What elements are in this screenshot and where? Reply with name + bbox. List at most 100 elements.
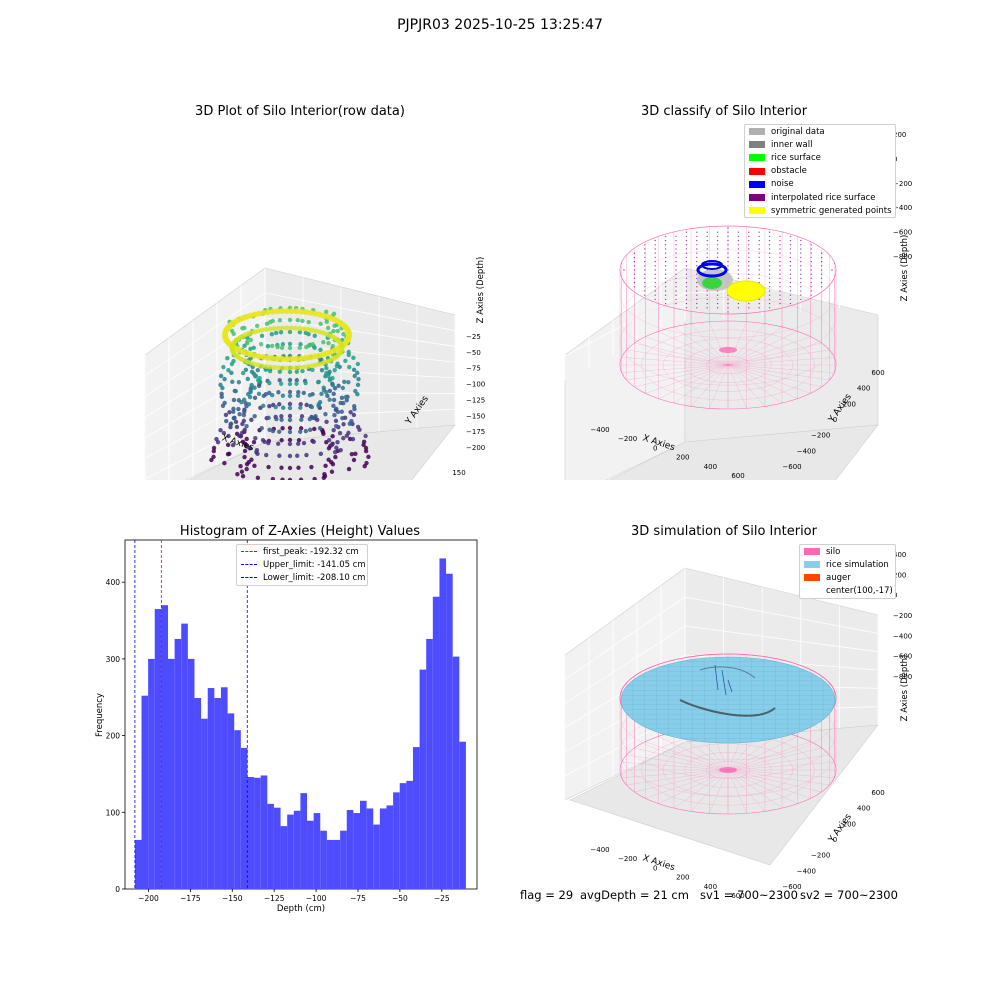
raw-z-tick-label: −150 [466, 412, 485, 420]
raw-point [347, 421, 352, 426]
interpolated-point [696, 307, 698, 309]
raw-point [279, 355, 286, 362]
interpolated-point [758, 281, 760, 284]
symmetric-generated-cluster [726, 280, 766, 302]
raw-point [246, 401, 252, 407]
raw-point [351, 412, 357, 418]
interpolated-point [675, 273, 677, 275]
histogram-bar [240, 747, 248, 889]
raw-point [248, 387, 253, 393]
raw-point [269, 308, 276, 315]
interpolated-point [779, 265, 781, 267]
interpolated-point [800, 269, 802, 271]
grid-line [144, 317, 266, 397]
interpolated-point [820, 260, 823, 263]
legend-label: silo [826, 546, 841, 557]
histogram-bar [326, 839, 334, 889]
histogram-bar [148, 658, 155, 889]
interpolated-point [685, 298, 688, 301]
interpolated-point [716, 235, 719, 238]
raw-point [341, 331, 346, 337]
raw-point [241, 397, 247, 402]
interpolated-point [727, 302, 729, 305]
raw-point [219, 391, 224, 397]
interpolated-point [737, 252, 740, 254]
raw-point [275, 325, 281, 331]
silo-floor-spoke [626, 754, 729, 771]
classify-clusters [696, 260, 766, 353]
histogram-bar [412, 747, 420, 889]
silo-floor-spoke [709, 364, 729, 409]
silo-floor-spoke [645, 741, 729, 771]
raw-point [363, 445, 369, 451]
raw-z-tick-label: −75 [466, 365, 481, 373]
legend-swatch [804, 588, 820, 595]
interpolated-point [675, 239, 677, 242]
interpolated-point [675, 269, 677, 271]
interpolated-point [664, 277, 667, 280]
legend-swatch [749, 128, 765, 136]
raw-point [242, 325, 247, 331]
raw-point [309, 404, 315, 410]
interpolated-point [675, 256, 677, 259]
silo-floor-spoke [690, 323, 729, 366]
raw-point [295, 441, 301, 446]
interpolated-point [748, 269, 750, 271]
interpolated-point [779, 248, 781, 250]
interpolated-point [800, 252, 802, 254]
raw-point [231, 409, 236, 414]
raw-point [346, 379, 351, 385]
raw-point [325, 373, 331, 378]
histogram-bar [134, 839, 142, 889]
interpolated-point [664, 235, 667, 238]
raw-point [240, 439, 246, 445]
legend-label: noise [771, 179, 794, 190]
interpolated-point [820, 286, 823, 288]
raw-point [267, 427, 272, 433]
interpolated-point [716, 256, 719, 259]
raw-point [231, 397, 237, 403]
raw-z-axis-label: Z Axies (Depth) [476, 257, 486, 324]
interpolated-point [768, 265, 771, 267]
raw-point [324, 419, 329, 425]
legend-label: rice simulation [826, 559, 889, 570]
raw-point [309, 464, 314, 470]
interpolated-point [685, 307, 688, 309]
interpolated-point [633, 281, 636, 284]
simulation-rice-surface [619, 653, 837, 744]
histogram-bar [346, 809, 354, 889]
raw-point [293, 325, 299, 331]
histogram-legend-item: first_peak: -192.32 cm [237, 545, 367, 558]
raw-point [270, 428, 276, 434]
histogram-bar [141, 695, 149, 889]
silo-floor-spoke [626, 769, 729, 786]
histogram-bar [287, 814, 294, 889]
interpolated-point [696, 286, 698, 288]
raw-point [343, 394, 349, 400]
histogram-x-axis-label: Depth (cm) [277, 904, 325, 914]
cls-y-tick-label: 400 [857, 385, 870, 393]
grid-line [144, 292, 266, 377]
cls-x-tick-label: 0 [653, 444, 657, 452]
raw-point [307, 392, 313, 398]
interpolated-point [706, 252, 708, 254]
legend-swatch [804, 548, 820, 556]
interpolated-point [810, 294, 812, 296]
raw-point [287, 453, 293, 459]
raw-point [297, 345, 302, 350]
interpolated-point [748, 239, 750, 242]
raw-point [259, 333, 265, 339]
raw-point [297, 326, 303, 332]
interpolated-point [633, 286, 636, 288]
raw-point [330, 461, 336, 467]
raw-point [236, 406, 241, 412]
raw-point [287, 381, 293, 387]
raw-point [341, 435, 346, 441]
interpolated-point [810, 256, 812, 259]
interpolated-point [696, 239, 698, 242]
raw-point [318, 347, 323, 353]
histogram-bar [432, 596, 440, 889]
interpolated-point [696, 256, 698, 259]
raw-point [315, 417, 320, 423]
interpolated-point [654, 248, 656, 250]
